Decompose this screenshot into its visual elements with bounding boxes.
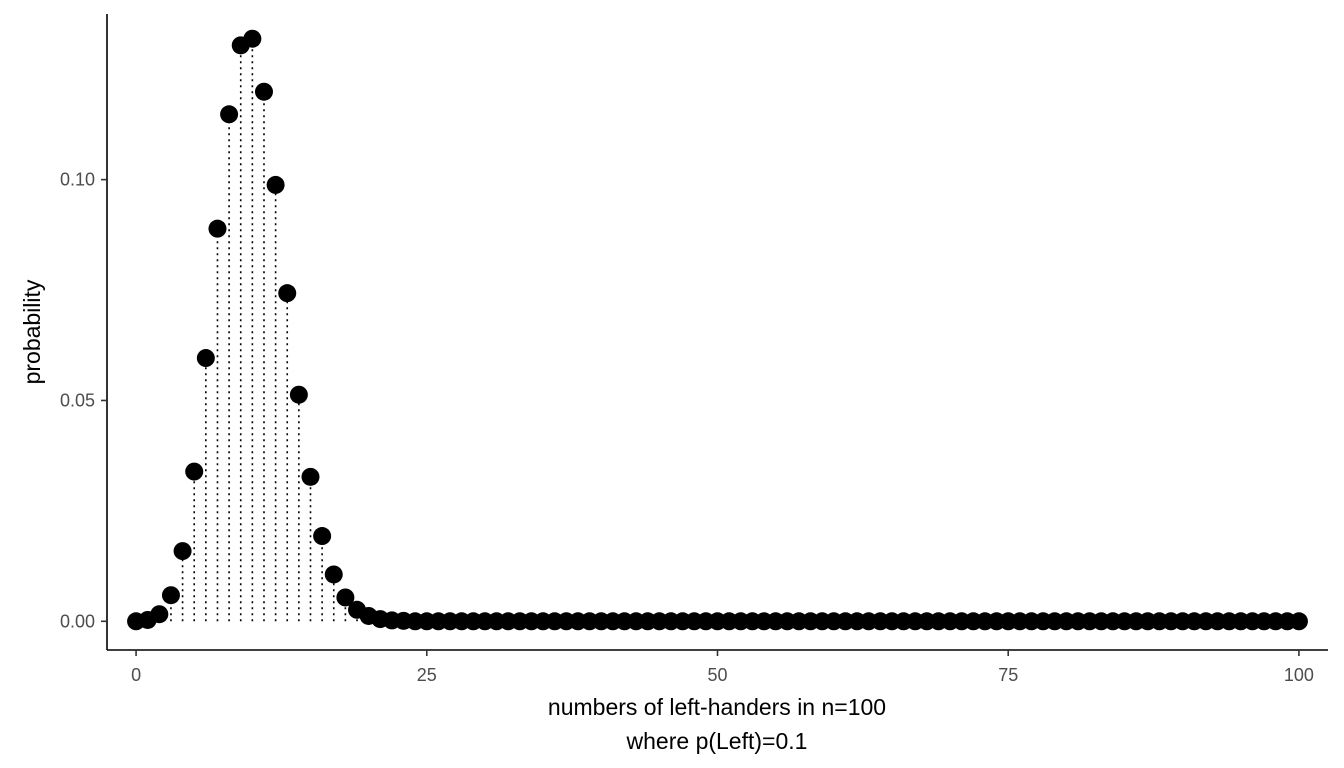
x-tick-label: 0	[131, 665, 141, 685]
data-point	[150, 605, 169, 624]
data-point	[313, 527, 332, 546]
x-tick-label: 25	[417, 665, 437, 685]
data-point	[243, 29, 262, 48]
y-axis-title: probability	[19, 279, 45, 384]
data-point	[324, 565, 343, 584]
probability-stems	[158, 38, 382, 622]
data-point	[301, 467, 320, 486]
x-axis-title-line-1: numbers of left-handers in n=100	[548, 694, 886, 720]
data-point	[220, 105, 239, 124]
data-point	[185, 462, 204, 481]
data-point	[289, 385, 308, 404]
y-axis-ticks: 0.00 0.05 0.10	[60, 170, 107, 631]
y-tick-label: 0.05	[60, 390, 95, 410]
x-tick-label: 100	[1284, 665, 1314, 685]
data-point	[254, 82, 273, 101]
data-point	[278, 284, 297, 303]
x-tick-label: 75	[998, 665, 1018, 685]
data-point	[208, 219, 227, 238]
data-point	[336, 588, 355, 607]
probability-points	[127, 29, 1308, 631]
data-point	[266, 175, 285, 194]
data-point	[161, 586, 180, 605]
y-tick-label: 0.10	[60, 170, 95, 190]
y-tick-label: 0.00	[60, 611, 95, 631]
data-point	[196, 349, 215, 368]
x-tick-label: 50	[707, 665, 727, 685]
data-point	[1289, 612, 1308, 631]
data-point	[173, 542, 192, 561]
x-axis-ticks: 0 25 50 75 100	[131, 650, 1314, 685]
x-axis-title-line-2: where p(Left)=0.1	[626, 728, 808, 754]
